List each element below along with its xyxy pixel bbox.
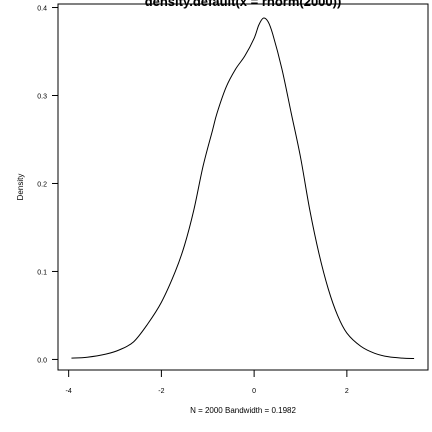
x-tick-label: -4 xyxy=(66,388,72,395)
y-tick-label: 0.2 xyxy=(37,181,47,188)
y-axis-label: Density xyxy=(16,174,25,201)
y-tick-label: 0.0 xyxy=(37,357,47,364)
y-tick-label: 0.3 xyxy=(37,94,47,101)
x-axis: -4 -2 0 2 xyxy=(66,370,349,395)
x-tick-label: -2 xyxy=(158,388,164,395)
x-tick-label: 0 xyxy=(252,388,256,395)
y-axis: 0.0 0.1 0.2 0.3 0.4 xyxy=(37,6,58,364)
plot-frame xyxy=(57,3,429,371)
x-tick-label: 2 xyxy=(345,388,349,395)
y-tick-label: 0.1 xyxy=(37,269,47,276)
chart-title: density.default(x = rnorm(2000)) xyxy=(145,0,342,9)
x-axis-label: N = 2000 Bandwidth = 0.1982 xyxy=(190,406,296,415)
y-tick-label: 0.4 xyxy=(37,6,47,13)
density-line xyxy=(71,17,415,360)
